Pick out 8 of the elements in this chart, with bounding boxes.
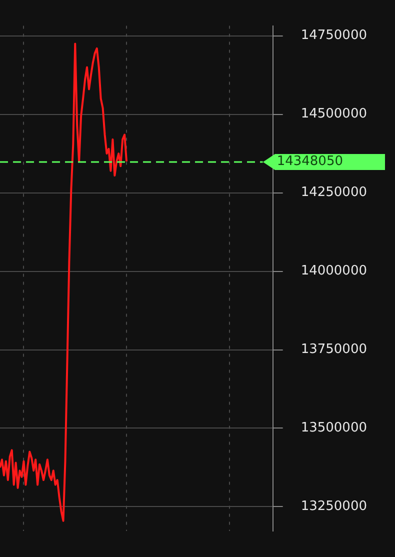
y-tick-label: 14500000 — [300, 106, 368, 122]
y-tick-label: 13750000 — [300, 342, 368, 358]
y-tick-label: 14000000 — [300, 264, 368, 279]
y-tick-label: 13250000 — [300, 499, 368, 514]
ref-line-label: 14348050 — [274, 154, 385, 170]
y-tick-label: 13500000 — [300, 420, 368, 436]
y-tick-label: 14250000 — [300, 185, 368, 200]
y-tick-label: 14750000 — [300, 28, 368, 44]
